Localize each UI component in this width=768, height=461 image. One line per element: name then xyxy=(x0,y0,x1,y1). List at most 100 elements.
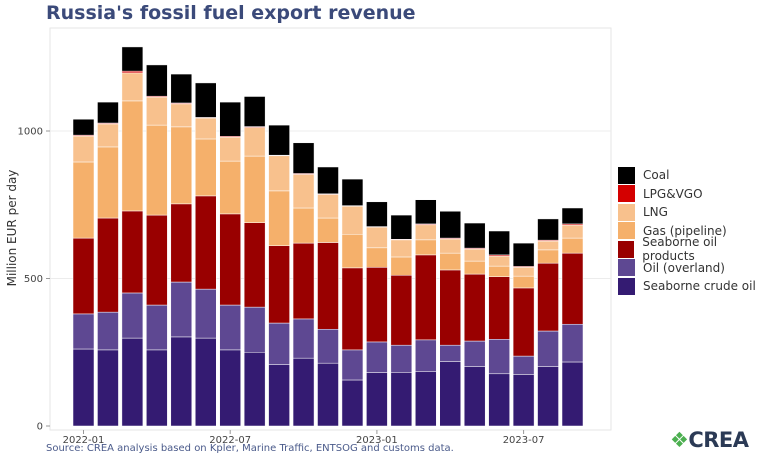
y-tick-label: 0 xyxy=(37,422,43,433)
bar-segment-oil-overland--2022-04 xyxy=(146,304,168,351)
bar-segment-seaborne-oil-products-2022-06 xyxy=(195,195,217,290)
bar-segment-coal-2023-02 xyxy=(390,214,413,240)
bar-segment-coal-2023-04 xyxy=(439,210,461,239)
bar-segment-coal-2023-07 xyxy=(512,242,535,267)
bar-segment-coal-2022-06 xyxy=(195,82,217,118)
bar-segment-lng-2023-02 xyxy=(390,239,413,258)
bar-segment-gas-pipeline--2023-06 xyxy=(488,265,510,277)
legend-swatch xyxy=(618,185,635,203)
legend-label: LPG&VGO xyxy=(643,186,703,201)
bar-segment-seaborne-crude-oil-2023-04 xyxy=(439,361,461,427)
bar-segment-seaborne-oil-products-2022-01 xyxy=(72,237,95,315)
bar-segment-seaborne-crude-oil-2023-07 xyxy=(512,374,535,427)
bar-segment-seaborne-crude-oil-2022-05 xyxy=(170,336,193,427)
x-tick-label: 2023-01 xyxy=(356,435,398,446)
bar-segment-seaborne-crude-oil-2023-02 xyxy=(390,372,413,427)
bar-segment-seaborne-oil-products-2022-02 xyxy=(97,217,119,313)
bar-segment-coal-2023-06 xyxy=(488,230,510,256)
bar-segment-coal-2022-08 xyxy=(243,96,266,127)
bar-segment-gas-pipeline--2022-04 xyxy=(146,124,168,216)
y-axis-label: Million EUR per day xyxy=(5,170,19,287)
source-note: Source: CREA analysis based on Kpler, Ma… xyxy=(46,443,454,454)
bar-segment-seaborne-oil-products-2023-09 xyxy=(561,252,584,325)
legend-swatch xyxy=(618,259,635,277)
bar-segment-coal-2022-05 xyxy=(170,73,193,104)
bar-segment-gas-pipeline--2023-08 xyxy=(537,249,559,264)
bar-segment-coal-2023-03 xyxy=(415,199,437,225)
legend-item[interactable]: LPG&VGO xyxy=(618,185,768,204)
bar-segment-oil-overland--2022-10 xyxy=(292,318,315,359)
crea-logo: ❖CREA xyxy=(670,428,749,452)
y-tick-label: 1000 xyxy=(18,127,43,138)
bar-segment-oil-overland--2022-11 xyxy=(317,328,339,364)
bar-segment-seaborne-oil-products-2023-05 xyxy=(463,273,486,342)
bar-segment-coal-2022-07 xyxy=(219,101,241,137)
bar-segment-lng-2022-04 xyxy=(146,96,168,126)
bar-segment-seaborne-oil-products-2022-12 xyxy=(341,267,364,351)
legend-item[interactable]: Coal xyxy=(618,166,768,185)
crea-logo-icon: ❖ xyxy=(670,428,689,452)
legend-label: LNG xyxy=(643,205,668,220)
bar-segment-gas-pipeline--2022-02 xyxy=(97,146,119,219)
bar-segment-gas-pipeline--2023-03 xyxy=(415,239,437,256)
legend-item[interactable]: Seaborne oil products xyxy=(618,235,768,263)
bar-segment-lng-2022-01 xyxy=(72,135,95,163)
bar-segment-lng-2022-05 xyxy=(170,103,193,128)
bar-segment-seaborne-crude-oil-2022-01 xyxy=(72,348,95,427)
bar-segment-gas-pipeline--2022-07 xyxy=(219,160,241,215)
legend-swatch xyxy=(618,222,635,240)
bar-segment-gas-pipeline--2023-05 xyxy=(463,260,486,275)
bar-segment-seaborne-oil-products-2023-06 xyxy=(488,276,510,340)
legend-item[interactable]: Oil (overland) xyxy=(618,259,768,278)
bar-segment-lng-2022-08 xyxy=(243,127,266,157)
bar-segment-seaborne-oil-products-2023-04 xyxy=(439,269,461,346)
chart-title: Russia's fossil fuel export revenue xyxy=(46,2,416,24)
bar-segment-oil-overland--2023-08 xyxy=(537,330,559,367)
bar-segment-coal-2023-05 xyxy=(463,222,486,249)
bar-segment-gas-pipeline--2023-09 xyxy=(561,237,584,254)
bar-segment-oil-overland--2023-09 xyxy=(561,323,584,363)
bar-segment-oil-overland--2022-08 xyxy=(243,306,266,353)
y-tick-label: 500 xyxy=(24,274,43,285)
x-tick-label: 2022-01 xyxy=(63,435,105,446)
bar-segment-seaborne-crude-oil-2023-08 xyxy=(537,366,559,427)
bar-segment-gas-pipeline--2022-03 xyxy=(121,100,144,212)
bar-segment-oil-overland--2023-01 xyxy=(366,341,388,373)
bar-segment-coal-2022-03 xyxy=(121,46,144,72)
legend-item[interactable]: Seaborne crude oil xyxy=(618,277,768,296)
bar-segment-lng-2023-01 xyxy=(366,226,388,249)
bar-segment-lng-2023-04 xyxy=(439,238,461,254)
bar-segment-seaborne-crude-oil-2022-04 xyxy=(146,349,168,427)
bar-segment-seaborne-crude-oil-2022-08 xyxy=(243,352,266,427)
bar-segment-seaborne-oil-products-2022-03 xyxy=(121,210,144,294)
bar-segment-seaborne-oil-products-2023-03 xyxy=(415,254,437,341)
legend-swatch xyxy=(618,203,635,221)
bar-segment-gas-pipeline--2022-06 xyxy=(195,138,217,197)
bar-segment-seaborne-crude-oil-2023-03 xyxy=(415,371,437,427)
axes: 0 500 1000 2022-01 2022-07 2023-01 2023-07 xyxy=(18,127,545,447)
bar-segment-gas-pipeline--2023-07 xyxy=(512,275,535,289)
bar-segment-gas-pipeline--2022-08 xyxy=(243,155,266,223)
bar-segment-seaborne-crude-oil-2022-03 xyxy=(121,337,144,427)
bar-segment-lng-2022-06 xyxy=(195,117,217,140)
bar-segment-gas-pipeline--2022-05 xyxy=(170,126,193,205)
legend-swatch xyxy=(618,166,635,184)
bar-segment-seaborne-crude-oil-2023-09 xyxy=(561,361,584,427)
bar-segment-seaborne-crude-oil-2022-09 xyxy=(268,364,290,427)
bar-segment-lng-2023-05 xyxy=(463,248,486,262)
bar-segment-lng-2022-09 xyxy=(268,155,290,192)
bar-segment-oil-overland--2023-06 xyxy=(488,339,510,375)
bar-segment-seaborne-crude-oil-2023-01 xyxy=(366,372,388,427)
legend-item[interactable]: Gas (pipeline) xyxy=(618,222,768,241)
legend: Coal LPG&VGO LNG Gas (pipeline) Seaborne oil… xyxy=(618,166,768,296)
bar-segment-seaborne-oil-products-2022-04 xyxy=(146,214,168,306)
bar-segment-gas-pipeline--2023-02 xyxy=(390,256,413,276)
bar-segment-seaborne-oil-products-2023-01 xyxy=(366,267,388,343)
bar-segment-gas-pipeline--2023-04 xyxy=(439,252,461,271)
bar-segment-lng-2022-11 xyxy=(317,194,339,219)
legend-item[interactable]: LNG xyxy=(618,203,768,222)
bar-segment-coal-2022-10 xyxy=(292,142,315,174)
bar-segment-seaborne-crude-oil-2022-06 xyxy=(195,337,217,427)
bar-segment-gas-pipeline--2022-01 xyxy=(72,161,95,239)
bar-segment-coal-2022-01 xyxy=(72,118,95,136)
